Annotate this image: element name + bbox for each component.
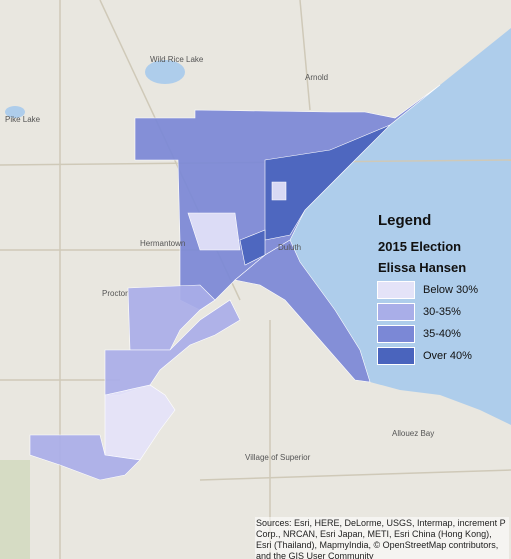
district xyxy=(264,124,391,241)
district xyxy=(271,181,287,201)
legend-title: Legend xyxy=(378,212,432,229)
place-label: Pike Lake xyxy=(5,115,41,124)
district xyxy=(104,384,176,461)
legend-label: 35-40% xyxy=(423,328,461,340)
place-label: Village of Superior xyxy=(245,453,311,462)
legend-label: Below 30% xyxy=(423,284,479,296)
legend-item: Below 30% xyxy=(377,281,505,299)
legend-item: 30-35% xyxy=(377,303,505,321)
place-label: Proctor xyxy=(102,289,128,298)
lake xyxy=(145,60,185,84)
legend-label: Over 40% xyxy=(423,350,472,362)
legend: Legend 2015 Election Elissa Hansen Below… xyxy=(370,212,505,369)
place-label: Wild Rice Lake xyxy=(150,55,204,64)
legend-label: 30-35% xyxy=(423,306,461,318)
place-label: Arnold xyxy=(305,73,328,82)
lake xyxy=(5,106,25,118)
lake-superior xyxy=(290,28,511,425)
attribution: Sources: Esri, HERE, DeLorme, USGS, Inte… xyxy=(255,517,509,559)
legend-swatch xyxy=(377,325,415,343)
districts xyxy=(29,84,441,481)
legend-candidate: Elissa Hansen xyxy=(378,260,467,275)
district xyxy=(187,212,241,251)
place-label: Allouez Bay xyxy=(392,429,434,438)
legend-swatch xyxy=(377,303,415,321)
legend-swatch xyxy=(377,281,415,299)
district xyxy=(234,239,371,383)
place-label: Hermantown xyxy=(140,239,185,248)
legend-subtitle: 2015 Election xyxy=(378,239,462,254)
legend-item: 35-40% xyxy=(377,325,505,343)
district xyxy=(29,434,141,481)
legend-item: Over 40% xyxy=(377,347,505,365)
park xyxy=(0,460,30,559)
legend-items: Below 30% 30-35% 35-40% Over 40% xyxy=(370,281,505,365)
place-label: Duluth xyxy=(278,243,301,252)
legend-swatch xyxy=(377,347,415,365)
